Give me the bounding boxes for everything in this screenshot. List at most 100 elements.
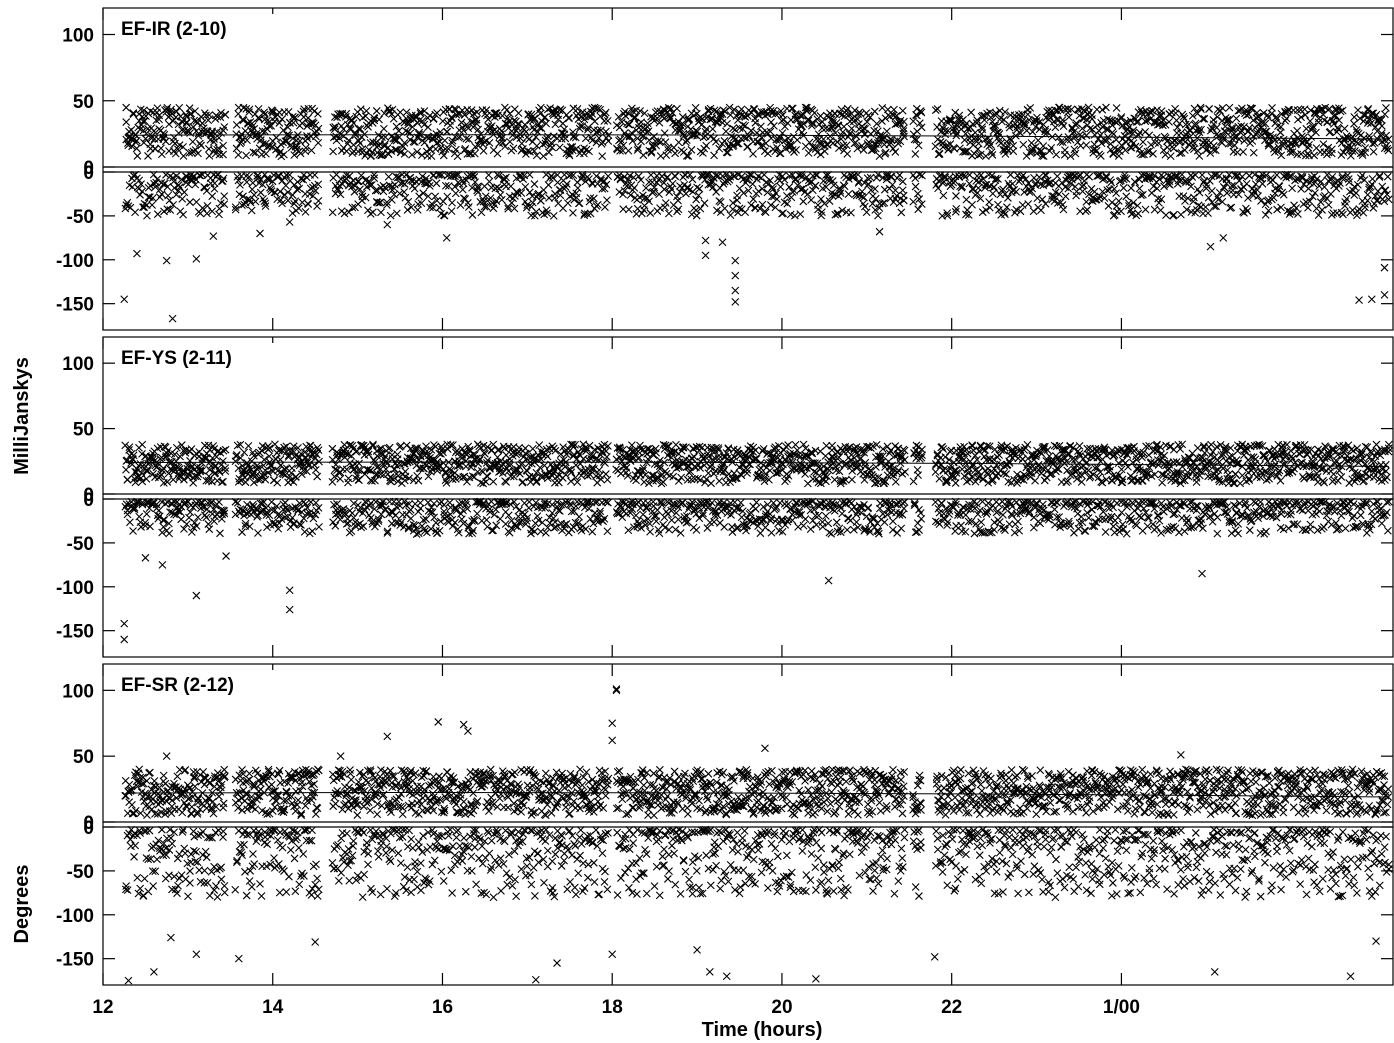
amplitude-point: [153, 104, 162, 112]
phase-point: [1127, 184, 1135, 192]
phase-point: [1135, 184, 1144, 193]
amplitude-point: [369, 138, 377, 147]
phase-point: [720, 204, 729, 213]
amplitude-point: [267, 121, 276, 130]
phase-point: [386, 211, 395, 220]
amplitude-point: [530, 114, 539, 123]
amplitude-point: [219, 150, 227, 159]
phase-point: [1292, 204, 1301, 212]
y-tick-label: 0: [83, 163, 94, 184]
phase-point: [220, 192, 229, 200]
amplitude-point: [493, 453, 502, 462]
y-axis-title-amplitude: MilliJanskys: [11, 357, 33, 475]
phase-outlier-point: [1219, 233, 1228, 242]
phase-point: [670, 172, 679, 180]
amplitude-point: [377, 151, 385, 160]
phase-outlier-point: [1367, 295, 1376, 304]
amplitude-point: [1200, 114, 1209, 123]
amplitude-point: [390, 136, 399, 145]
amplitude-point: [951, 479, 960, 487]
phase-point: [530, 180, 539, 188]
amplitude-point: [912, 441, 921, 450]
amplitude-point: [882, 127, 891, 136]
amplitude-point: [205, 111, 214, 119]
amplitude-point: [1059, 122, 1068, 131]
amplitude-point: [310, 107, 319, 116]
amplitude-point: [250, 124, 259, 133]
phase-point: [553, 178, 562, 187]
amplitude-point: [122, 103, 131, 112]
amplitude-point: [518, 477, 527, 486]
phase-outlier-point: [1380, 291, 1389, 299]
phase-point: [624, 205, 633, 214]
amplitude-point: [420, 107, 429, 115]
phase-point: [1122, 192, 1131, 201]
amplitude-point: [392, 145, 401, 154]
phase-point: [692, 211, 701, 220]
amplitude-point: [516, 134, 525, 143]
phase-point: [485, 177, 494, 186]
amplitude-point: [343, 120, 352, 129]
amplitude-point: [487, 446, 496, 454]
amplitude-point: [600, 117, 609, 125]
amplitude-point: [391, 145, 399, 154]
phase-outlier-point: [285, 218, 294, 226]
amplitude-point: [1369, 147, 1378, 156]
phase-point: [1383, 172, 1392, 181]
phase-outlier-point: [731, 271, 740, 280]
phase-point: [178, 195, 187, 203]
amplitude-point: [1075, 449, 1084, 458]
phase-outlier-point: [209, 232, 218, 240]
phase-point: [895, 171, 904, 179]
amplitude-point: [239, 116, 248, 125]
phase-point: [630, 183, 639, 192]
amplitude-point: [232, 144, 241, 153]
amplitude-point: [487, 122, 496, 131]
amplitude-point: [1096, 468, 1105, 476]
amplitude-point: [995, 106, 1004, 115]
amplitude-point: [723, 119, 731, 128]
phase-point: [1106, 176, 1115, 184]
phase-point: [131, 208, 139, 217]
amplitude-point: [1225, 103, 1234, 112]
phase-point: [1071, 182, 1080, 191]
amplitude-point: [246, 118, 255, 126]
amplitude-point: [523, 467, 532, 475]
amplitude-point: [375, 115, 383, 124]
amplitude-point: [446, 121, 455, 130]
phase-point: [985, 203, 994, 212]
amplitude-point: [1282, 114, 1291, 123]
amplitude-point: [427, 152, 436, 161]
phase-point: [521, 182, 530, 191]
amplitude-point: [1051, 123, 1060, 132]
phase-point: [1264, 206, 1273, 215]
amplitude-point: [787, 104, 796, 113]
amplitude-point: [179, 143, 187, 151]
amplitude-point: [935, 474, 944, 483]
amplitude-point: [467, 149, 475, 158]
phase-point: [1153, 184, 1162, 193]
points-amplitude: [122, 103, 1393, 161]
phase-point: [895, 199, 904, 208]
amplitude-point: [438, 117, 447, 126]
phase-point: [1022, 175, 1030, 183]
amplitude-point: [510, 116, 519, 125]
amplitude-point: [473, 108, 481, 117]
phase-point: [288, 209, 297, 217]
amplitude-point: [805, 138, 814, 147]
phase-point: [796, 210, 805, 219]
amplitude-point: [163, 103, 172, 112]
amplitude-point: [135, 110, 143, 119]
amplitude-point: [144, 152, 152, 160]
amplitude-point: [911, 150, 920, 158]
amplitude-point: [400, 138, 409, 147]
amplitude-point: [268, 108, 277, 117]
y-tick-label: -50: [67, 207, 94, 228]
amplitude-point: [215, 150, 224, 159]
amplitude-point: [379, 124, 388, 133]
phase-point: [634, 172, 643, 181]
phase-point: [1204, 193, 1213, 202]
amplitude-point: [191, 146, 200, 154]
phase-point: [248, 185, 257, 194]
